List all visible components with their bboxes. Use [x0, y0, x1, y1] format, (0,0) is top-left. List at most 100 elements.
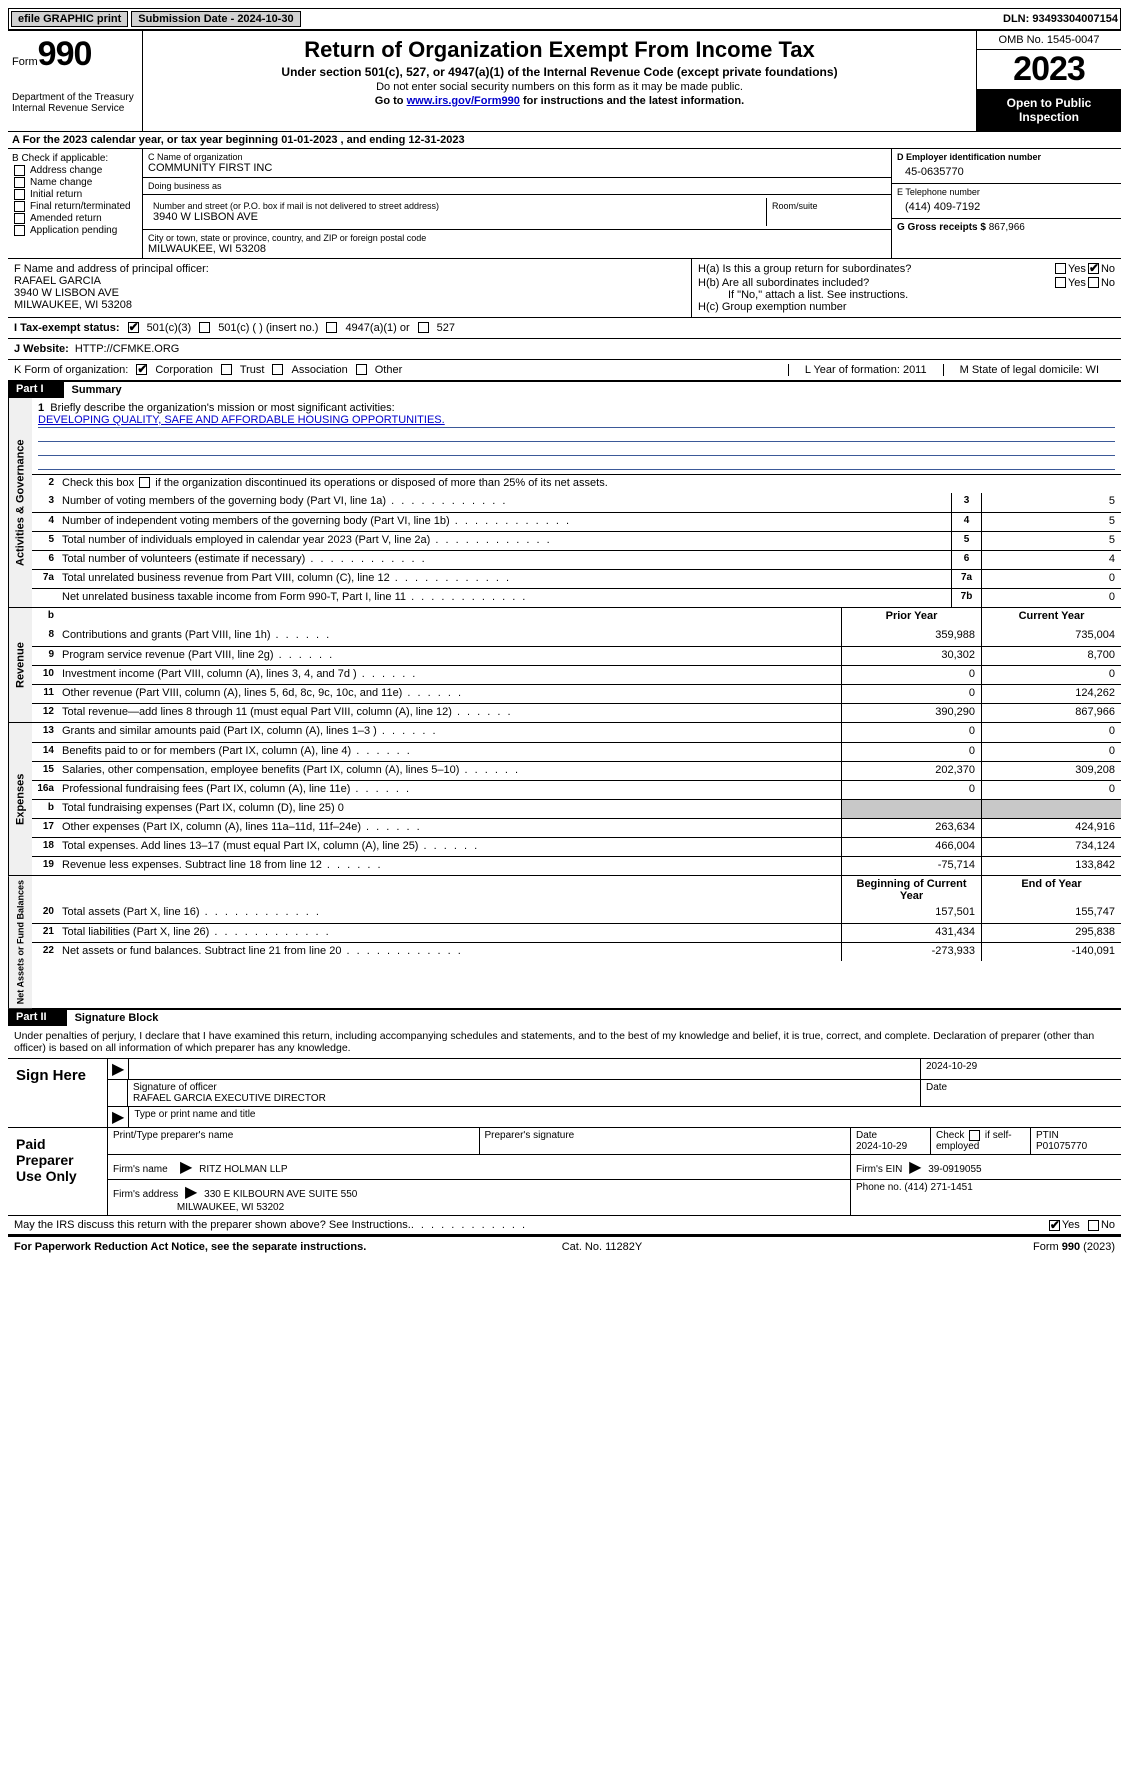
- form-subtitle: Under section 501(c), 527, or 4947(a)(1)…: [151, 65, 968, 79]
- chk-association[interactable]: [272, 364, 283, 375]
- tab-expenses: Expenses: [8, 723, 32, 875]
- hb-label: H(b) Are all subordinates included?: [698, 277, 1053, 289]
- summary-line: 6Total number of volunteers (estimate if…: [32, 550, 1121, 569]
- section-revenue: Revenue b Prior Year Current Year 8Contr…: [8, 608, 1121, 723]
- paperwork-notice: For Paperwork Reduction Act Notice, see …: [14, 1241, 366, 1253]
- may-discuss-row: May the IRS discuss this return with the…: [8, 1216, 1121, 1235]
- summary-line: 18Total expenses. Add lines 13–17 (must …: [32, 837, 1121, 856]
- sig-officer-name: RAFAEL GARCIA EXECUTIVE DIRECTOR: [133, 1093, 915, 1104]
- street-value: 3940 W LISBON AVE: [153, 211, 761, 223]
- chk-hb-yes[interactable]: [1055, 277, 1066, 288]
- ha-yes: Yes: [1068, 263, 1086, 275]
- officer-label: F Name and address of principal officer:: [14, 263, 685, 275]
- paid-preparer-label: Paid Preparer Use Only: [8, 1128, 108, 1215]
- department-label: Department of the Treasury Internal Reve…: [12, 92, 138, 114]
- mission-text: DEVELOPING QUALITY, SAFE AND AFFORDABLE …: [38, 414, 1115, 428]
- open-to-public: Open to Public Inspection: [977, 90, 1121, 131]
- preparer-sig-label: Preparer's signature: [480, 1128, 852, 1154]
- tab-governance: Activities & Governance: [8, 398, 32, 607]
- officer-addr2: MILWAUKEE, WI 53208: [14, 299, 685, 311]
- mission-line3: [38, 442, 1115, 456]
- lbl-app-pending: Application pending: [30, 225, 117, 236]
- chk-trust[interactable]: [221, 364, 232, 375]
- chk-501c3[interactable]: [128, 322, 139, 333]
- tax-year: 2023: [977, 50, 1121, 90]
- chk-initial-return[interactable]: [14, 189, 25, 200]
- chk-may-no[interactable]: [1088, 1220, 1099, 1231]
- chk-self-employed[interactable]: [969, 1130, 980, 1141]
- chk-name-change[interactable]: [14, 177, 25, 188]
- org-name: COMMUNITY FIRST INC: [148, 162, 886, 174]
- submission-date: Submission Date - 2024-10-30: [131, 11, 300, 27]
- rev-b: b: [32, 608, 58, 627]
- type-name-label: Type or print name and title: [129, 1107, 1121, 1127]
- form-label: Form: [12, 56, 38, 68]
- signature-declaration: Under penalties of perjury, I declare th…: [8, 1026, 1121, 1059]
- begin-year-hdr: Beginning of Current Year: [841, 876, 981, 904]
- phone-label: E Telephone number: [897, 187, 1116, 197]
- prep-date-label: Date: [856, 1130, 877, 1141]
- lbl-501c: 501(c) ( ) (insert no.): [218, 322, 318, 334]
- summary-line: 20Total assets (Part X, line 16)157,5011…: [32, 904, 1121, 923]
- summary-line: 16aProfessional fundraising fees (Part I…: [32, 780, 1121, 799]
- summary-line: Net unrelated business taxable income fr…: [32, 588, 1121, 607]
- lbl-4947: 4947(a)(1) or: [345, 322, 409, 334]
- chk-amended-return[interactable]: [14, 213, 25, 224]
- mission-line2: [38, 428, 1115, 442]
- summary-line: 8Contributions and grants (Part VIII, li…: [32, 627, 1121, 646]
- ein-value: 45-0635770: [897, 162, 1116, 180]
- chk-address-change[interactable]: [14, 165, 25, 176]
- tab-revenue: Revenue: [8, 608, 32, 722]
- firm-name: RITZ HOLMAN LLP: [199, 1164, 287, 1175]
- summary-line: 9Program service revenue (Part VIII, lin…: [32, 646, 1121, 665]
- j-label: J Website:: [14, 343, 69, 355]
- summary-line: 14Benefits paid to or for members (Part …: [32, 742, 1121, 761]
- k-label: K Form of organization:: [14, 364, 128, 376]
- may-discuss-question: May the IRS discuss this return with the…: [14, 1219, 411, 1231]
- summary-line: 19Revenue less expenses. Subtract line 1…: [32, 856, 1121, 875]
- lbl-corporation: Corporation: [155, 364, 212, 376]
- page-footer: For Paperwork Reduction Act Notice, see …: [8, 1235, 1121, 1257]
- firm-addr2: MILWAUKEE, WI 53202: [177, 1202, 284, 1213]
- cat-no: Cat. No. 11282Y: [562, 1241, 643, 1253]
- chk-ha-yes[interactable]: [1055, 263, 1066, 274]
- chk-other[interactable]: [356, 364, 367, 375]
- hb-note: If "No," attach a list. See instructions…: [698, 289, 1115, 301]
- part1-title: Summary: [64, 381, 1121, 398]
- section-net-assets: Net Assets or Fund Balances Beginning of…: [8, 876, 1121, 1009]
- efile-print-button[interactable]: efile GRAPHIC print: [11, 11, 128, 27]
- prior-year-hdr: Prior Year: [841, 608, 981, 627]
- part2-title: Signature Block: [67, 1009, 1121, 1026]
- chk-501c[interactable]: [199, 322, 210, 333]
- city-label: City or town, state or province, country…: [148, 233, 886, 243]
- chk-app-pending[interactable]: [14, 225, 25, 236]
- chk-ha-no[interactable]: [1088, 263, 1099, 274]
- part2-header: Part II Signature Block: [8, 1009, 1121, 1026]
- part2-label: Part II: [16, 1011, 47, 1023]
- chk-final-return[interactable]: [14, 201, 25, 212]
- summary-line: 21Total liabilities (Part X, line 26)431…: [32, 923, 1121, 942]
- firm-phone-label: Phone no.: [856, 1182, 902, 1193]
- irs-link[interactable]: www.irs.gov/Form990: [407, 95, 520, 107]
- sign-here-label: Sign Here: [8, 1059, 108, 1127]
- summary-line: 13Grants and similar amounts paid (Part …: [32, 723, 1121, 742]
- lbl-final-return: Final return/terminated: [30, 201, 131, 212]
- section-expenses: Expenses 13Grants and similar amounts pa…: [8, 723, 1121, 876]
- summary-line: 5Total number of individuals employed in…: [32, 531, 1121, 550]
- dots: [411, 1219, 527, 1231]
- sign-date: 2024-10-29: [921, 1059, 1121, 1079]
- chk-corporation[interactable]: [136, 364, 147, 375]
- lbl-address-change: Address change: [30, 165, 102, 176]
- chk-discontinued[interactable]: [139, 477, 150, 488]
- chk-hb-no[interactable]: [1088, 277, 1099, 288]
- col-b-checkboxes: B Check if applicable: Address change Na…: [8, 149, 143, 258]
- chk-527[interactable]: [418, 322, 429, 333]
- form-number: 990: [38, 35, 92, 73]
- chk-may-yes[interactable]: [1049, 1220, 1060, 1231]
- paid-preparer-block: Paid Preparer Use Only Print/Type prepar…: [8, 1128, 1121, 1216]
- row-k-form-org: K Form of organization: Corporation Trus…: [8, 360, 1121, 381]
- lbl-name-change: Name change: [30, 177, 92, 188]
- firm-addr-label: Firm's address: [113, 1189, 178, 1200]
- fh-row: F Name and address of principal officer:…: [8, 259, 1121, 318]
- chk-4947[interactable]: [326, 322, 337, 333]
